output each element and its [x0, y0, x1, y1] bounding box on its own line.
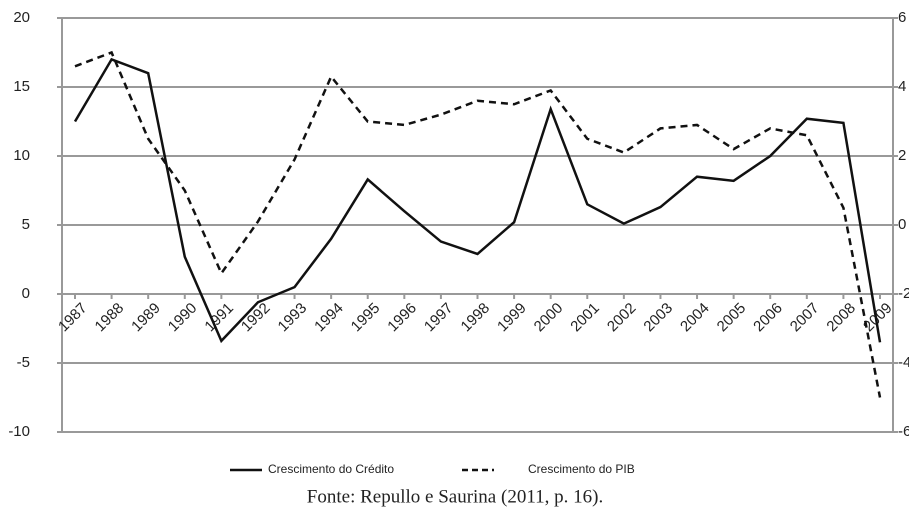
series-line: [73, 57, 882, 344]
y2-tick-label: 4: [898, 78, 906, 95]
y2-tick-label: 0: [898, 216, 906, 233]
x-tick-label: 1989: [128, 300, 164, 336]
x-tick-label: 2001: [567, 300, 603, 336]
x-tick-label: 2007: [787, 300, 823, 336]
y-tick-label: 15: [13, 78, 30, 95]
y-tick-label: 0: [22, 285, 30, 302]
x-tick-label: 2005: [714, 300, 750, 336]
legend-label: Crescimento do PIB: [528, 462, 635, 476]
x-tick-label: 2006: [750, 300, 786, 336]
x-tick-label: 1988: [92, 300, 128, 336]
y-tick-label: -5: [17, 354, 30, 371]
x-tick-label: 2002: [604, 300, 640, 336]
x-tick-label: 1987: [55, 300, 91, 336]
x-tick-label: 1997: [421, 300, 457, 336]
x-tick-label: 1998: [458, 300, 494, 336]
series-line: [74, 50, 882, 398]
source-note: Fonte: Repullo e Saurina (2011, p. 16).: [307, 486, 603, 507]
y2-tick-label: -6: [898, 423, 909, 440]
x-tick-label: 2000: [531, 300, 567, 336]
y2-tick-label: -2: [898, 285, 909, 302]
y-tick-label: 10: [13, 147, 30, 164]
x-tick-label: 1993: [275, 300, 311, 336]
x-tick-label: 2003: [640, 300, 676, 336]
x-tick-label: 1999: [494, 300, 530, 336]
y2-tick-label: -4: [898, 354, 909, 371]
y-tick-label: 5: [22, 216, 30, 233]
y-tick-label: -10: [8, 423, 30, 440]
x-tick-label: 2008: [823, 300, 859, 336]
x-tick-label: 1990: [165, 300, 201, 336]
x-tick-label: 1995: [348, 300, 384, 336]
y2-tick-label: 6: [898, 9, 906, 26]
y2-tick-label: 2: [898, 147, 906, 164]
x-tick-label: 1996: [384, 300, 420, 336]
y-tick-label: 20: [13, 9, 30, 26]
x-tick-label: 1994: [311, 300, 347, 336]
x-tick-label: 2004: [677, 300, 713, 336]
legend-label: Crescimento do Crédito: [268, 462, 394, 476]
